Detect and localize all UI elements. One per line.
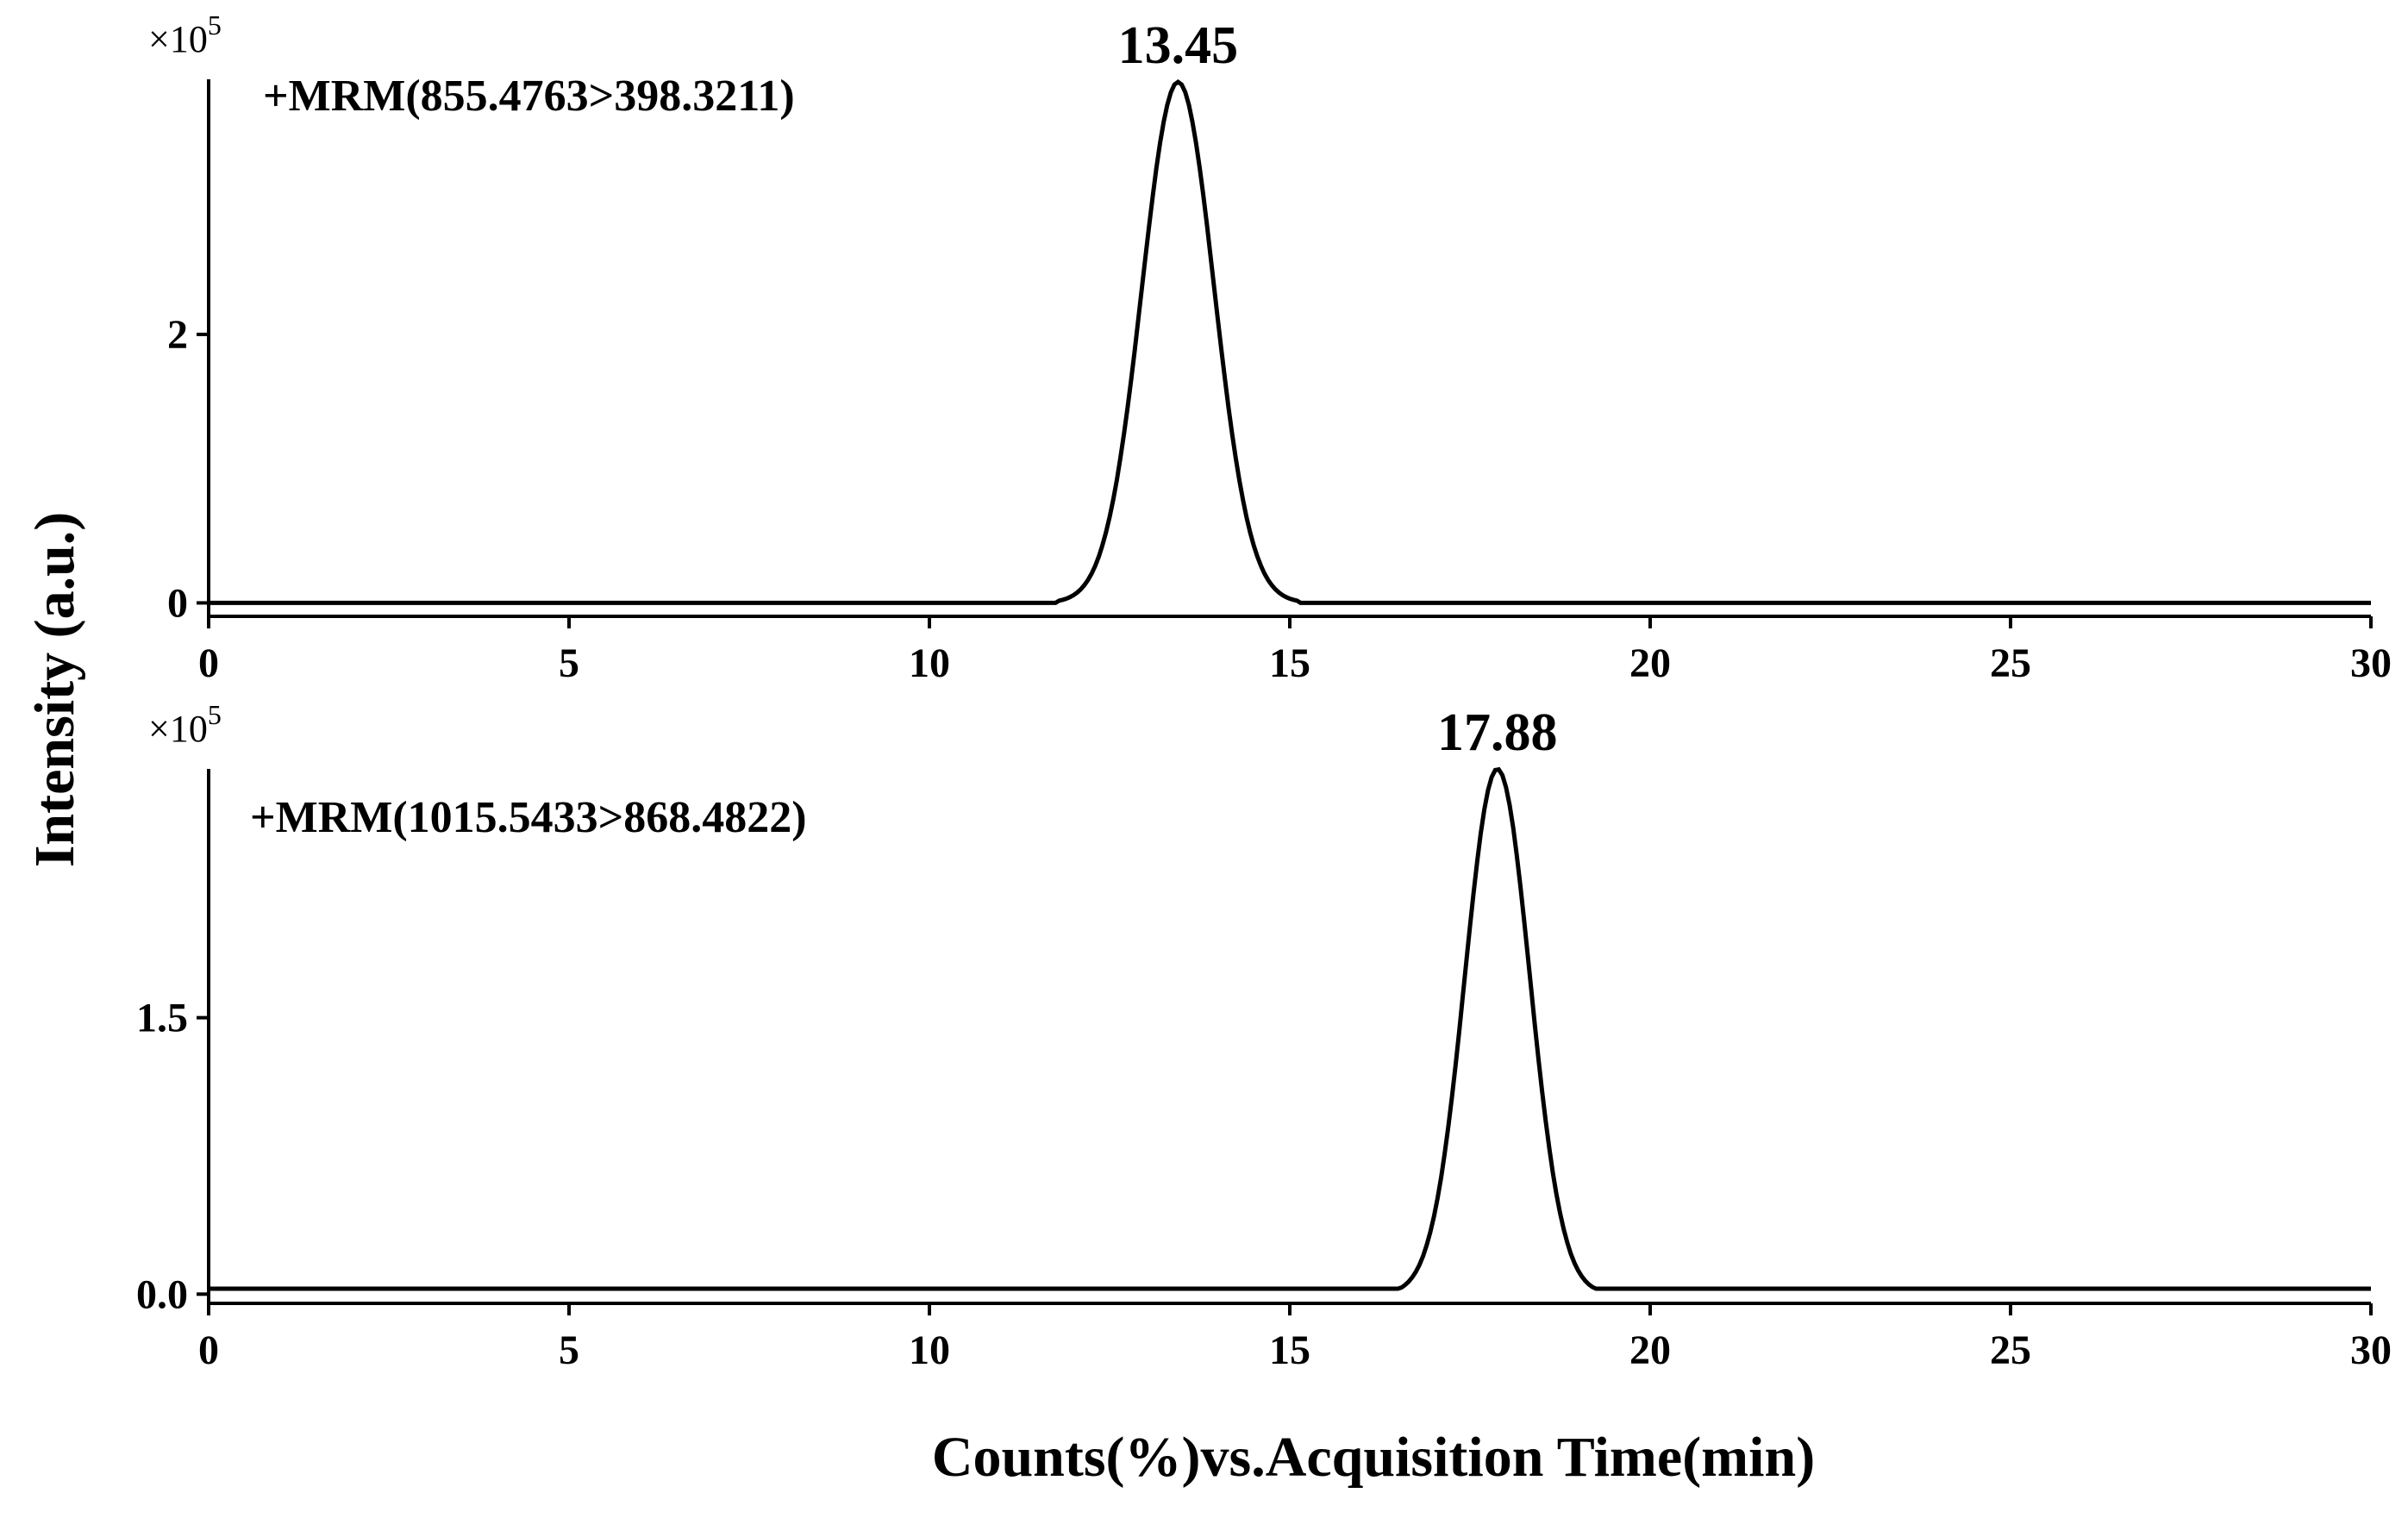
x-tick-label-2-15: 15 bbox=[1269, 1327, 1310, 1373]
x-tick-label-1-20: 20 bbox=[1629, 640, 1671, 686]
y-scale-exponent-1: 5 bbox=[208, 9, 222, 41]
y-tick-label-1-1: 2 bbox=[167, 312, 188, 358]
trace-label-2: +MRM(1015.5433>868.4822) bbox=[250, 793, 807, 842]
y-tick-label-2-1: 1.5 bbox=[136, 996, 188, 1041]
x-tick-label-2-0: 0 bbox=[198, 1327, 219, 1373]
y-axis-title: Intensity (a.u.) bbox=[23, 512, 86, 868]
x-tick-label-1-10: 10 bbox=[909, 640, 950, 686]
y-tick-label-1-0: 0 bbox=[167, 580, 188, 626]
x-tick-label-1-25: 25 bbox=[1990, 640, 2031, 686]
chromatogram-trace-1 bbox=[209, 79, 2371, 605]
peak-label-1: 13.45 bbox=[1118, 16, 1239, 75]
chromatogram-trace-2 bbox=[209, 766, 2371, 1291]
x-tick-label-1-5: 5 bbox=[559, 640, 579, 686]
y-scale-label-2: ×105 bbox=[148, 699, 222, 750]
y-tick-label-2-0: 0.0 bbox=[136, 1271, 188, 1317]
x-tick-label-2-20: 20 bbox=[1629, 1327, 1671, 1373]
peak-label-2: 17.88 bbox=[1437, 703, 1558, 762]
x-tick-label-2-30: 30 bbox=[2350, 1327, 2392, 1373]
y-scale-exponent-2: 5 bbox=[208, 699, 222, 730]
x-tick-label-2-25: 25 bbox=[1990, 1327, 2031, 1373]
x-tick-label-1-15: 15 bbox=[1269, 640, 1310, 686]
y-scale-label-1: ×105 bbox=[148, 9, 222, 60]
x-tick-label-1-0: 0 bbox=[198, 640, 219, 686]
x-tick-label-1-30: 30 bbox=[2350, 640, 2392, 686]
x-tick-label-2-5: 5 bbox=[559, 1327, 579, 1373]
trace-label-1: +MRM(855.4763>398.3211) bbox=[263, 72, 795, 121]
x-tick-label-2-10: 10 bbox=[909, 1327, 950, 1373]
x-axis-title: Counts(%)vs.Acquisition Time(min) bbox=[932, 1426, 1815, 1489]
